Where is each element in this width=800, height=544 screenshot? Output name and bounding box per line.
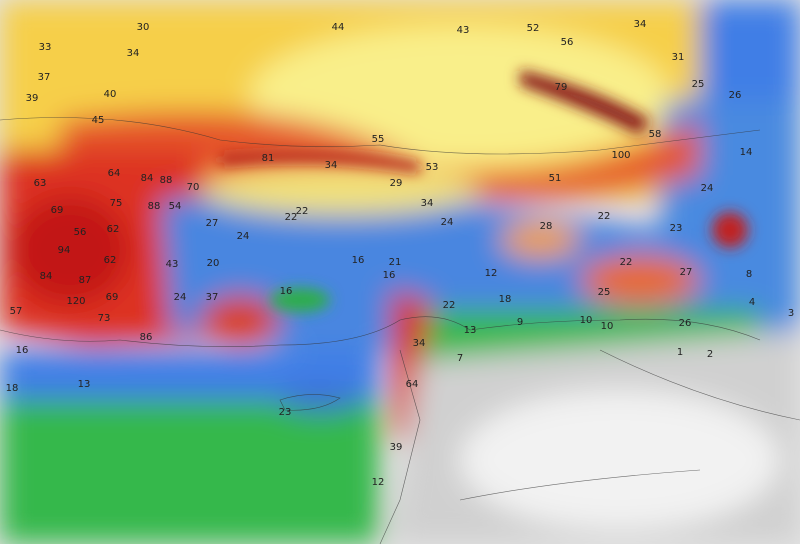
wind-value: 63	[34, 178, 47, 189]
wind-value: 70	[187, 182, 200, 193]
wind-value: 69	[106, 292, 119, 303]
wind-value: 88	[148, 201, 161, 212]
wind-value: 29	[390, 178, 403, 189]
wind-value: 94	[58, 245, 71, 256]
wind-value: 16	[280, 286, 293, 297]
wind-value: 26	[729, 90, 742, 101]
wind-value: 13	[78, 379, 91, 390]
wind-value: 57	[10, 306, 23, 317]
wind-value: 31	[672, 52, 685, 63]
borders	[0, 117, 800, 544]
wind-value: 73	[98, 313, 111, 324]
wind-value: 14	[740, 147, 753, 158]
wind-value: 22	[620, 257, 633, 268]
wind-value: 86	[140, 332, 153, 343]
wind-value: 58	[649, 129, 662, 140]
wind-value: 120	[66, 296, 85, 307]
wind-value: 87	[79, 275, 92, 286]
wind-value: 37	[38, 72, 51, 83]
wind-value: 7	[457, 353, 463, 364]
wind-value: 25	[692, 79, 705, 90]
wind-value: 54	[169, 201, 182, 212]
wind-value: 45	[92, 115, 105, 126]
wind-value: 18	[6, 383, 19, 394]
wind-value: 56	[561, 37, 574, 48]
wind-value: 56	[74, 227, 87, 238]
wind-value: 62	[107, 224, 120, 235]
wind-value: 24	[701, 183, 714, 194]
wind-value: 10	[580, 315, 593, 326]
wind-value: 16	[16, 345, 29, 356]
wind-value: 22	[296, 206, 309, 217]
wind-value: 24	[441, 217, 454, 228]
wind-value: 52	[527, 23, 540, 34]
wind-value: 23	[279, 407, 292, 418]
wind-value: 51	[549, 173, 562, 184]
wind-value: 16	[383, 270, 396, 281]
wind-value: 20	[207, 258, 220, 269]
wind-value: 34	[325, 160, 338, 171]
wind-value: 12	[372, 477, 385, 488]
wind-value: 10	[601, 321, 614, 332]
wind-value: 22	[285, 212, 298, 223]
wind-value: 16	[352, 255, 365, 266]
wind-value: 88	[160, 175, 173, 186]
wind-value: 53	[426, 162, 439, 173]
wind-value: 34	[421, 198, 434, 209]
wind-value: 81	[262, 153, 275, 164]
wind-value: 33	[39, 42, 52, 53]
wind-value: 2	[707, 349, 713, 360]
wind-value: 39	[390, 442, 403, 453]
wind-value: 44	[332, 22, 345, 33]
wind-value: 55	[372, 134, 385, 145]
wind-value: 4	[749, 297, 755, 308]
wind-value: 22	[443, 300, 456, 311]
wind-value: 34	[413, 338, 426, 349]
wind-value: 28	[540, 221, 553, 232]
wind-value: 22	[598, 211, 611, 222]
wind-value: 43	[166, 259, 179, 270]
detail-field	[219, 70, 748, 312]
wind-value: 40	[104, 89, 117, 100]
wind-value: 23	[670, 223, 683, 234]
wind-value: 1	[677, 347, 683, 358]
wind-value: 69	[51, 205, 64, 216]
wind-value: 24	[174, 292, 187, 303]
wind-value: 18	[499, 294, 512, 305]
wind-value: 37	[206, 292, 219, 303]
wind-value: 34	[634, 19, 647, 30]
wind-value: 27	[680, 267, 693, 278]
wind-value: 75	[110, 198, 123, 209]
wind-value: 64	[108, 168, 121, 179]
wind-value: 43	[457, 25, 470, 36]
wind-value: 100	[611, 150, 630, 161]
wind-value: 27	[206, 218, 219, 229]
wind-value: 84	[40, 271, 53, 282]
wind-value: 12	[485, 268, 498, 279]
wind-value: 84	[141, 173, 154, 184]
wind-value: 21	[389, 257, 402, 268]
wind-value: 9	[517, 317, 523, 328]
wind-value: 13	[464, 325, 477, 336]
wind-value: 34	[127, 48, 140, 59]
wind-value: 26	[679, 318, 692, 329]
wind-value: 3	[788, 308, 794, 319]
wind-value: 8	[746, 269, 752, 280]
wind-value: 62	[104, 255, 117, 266]
wind-value: 25	[598, 287, 611, 298]
wind-value: 24	[237, 231, 250, 242]
wind-value: 64	[406, 379, 419, 390]
wind-value: 39	[26, 93, 39, 104]
wind-value: 30	[137, 22, 150, 33]
wind-value: 79	[555, 82, 568, 93]
